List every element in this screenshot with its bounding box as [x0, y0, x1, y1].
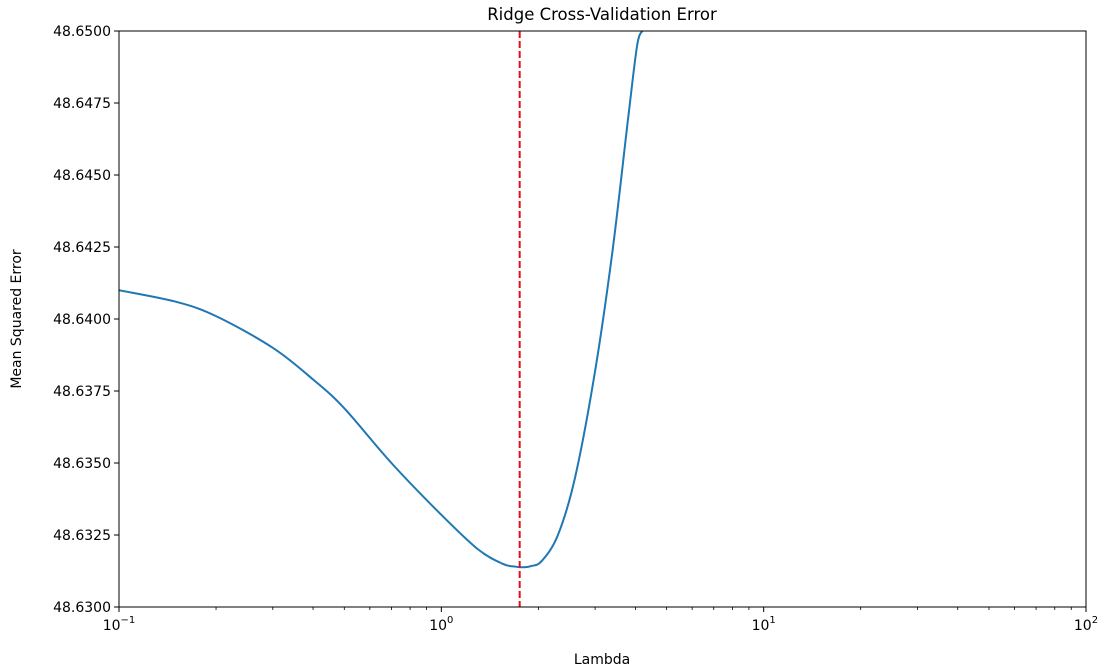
x-tick-label: 101 — [752, 615, 776, 634]
y-tick-label: 48.6350 — [53, 456, 111, 472]
y-tick-label: 48.6300 — [53, 600, 111, 616]
y-axis-label: Mean Squared Error — [9, 249, 25, 389]
y-axis-ticks: 48.6300 48.6325 48.6350 48.6375 48.6400 48.64… — [53, 24, 119, 616]
x-axis-ticks: 10−1 100 101 102 — [103, 607, 1098, 634]
x-tick-label: 100 — [429, 615, 453, 634]
y-tick-label: 48.6375 — [53, 384, 111, 400]
x-tick-label: 10−1 — [103, 615, 136, 634]
y-tick-label: 48.6475 — [53, 96, 111, 112]
y-tick-label: 48.6500 — [53, 24, 111, 40]
plot-frame — [118, 30, 1087, 608]
y-tick-label: 48.6425 — [53, 240, 111, 256]
plot-area — [119, 31, 644, 607]
y-tick-label: 48.6450 — [53, 168, 111, 184]
y-tick-label: 48.6325 — [53, 528, 111, 544]
x-tick-label: 102 — [1074, 615, 1098, 634]
chart-title: Ridge Cross-Validation Error — [487, 5, 717, 24]
y-tick-label: 48.6400 — [53, 312, 111, 328]
series-line-0 — [119, 31, 644, 569]
x-axis-label: Lambda — [574, 652, 630, 668]
